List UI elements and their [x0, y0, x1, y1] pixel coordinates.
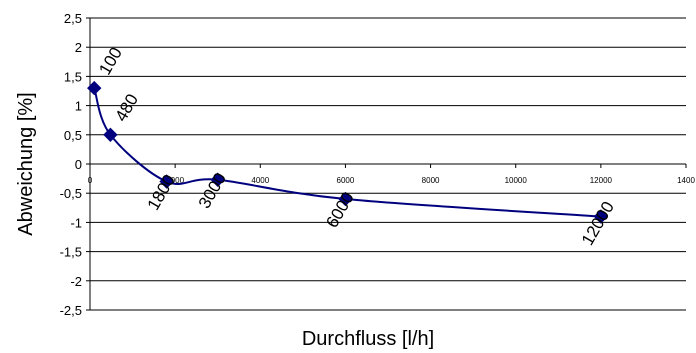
- x-tick-label: 0: [88, 176, 93, 185]
- point-label: 3000: [195, 170, 230, 212]
- data-point-marker: [338, 191, 353, 207]
- x-tick-label: 12000: [590, 176, 613, 185]
- axes: [86, 17, 687, 311]
- x-tick-labels: 0 2000 4000 6000 8000 10000 12000 1400: [88, 176, 696, 185]
- y-tick-label: 2: [75, 40, 82, 55]
- x-tick-label: 1400: [677, 176, 695, 185]
- point-label: 12000: [578, 198, 618, 248]
- x-axis-title: Durchfluss [l/h]: [302, 328, 434, 350]
- point-label: 6000: [322, 189, 357, 231]
- x-tick-label: 4000: [251, 176, 269, 185]
- y-tick-label: 1,5: [64, 69, 82, 84]
- x-tick-label: 6000: [337, 176, 355, 185]
- y-tick-label: -1: [70, 215, 82, 230]
- series-line: [87, 80, 609, 224]
- y-axis-title: Abweichung [%]: [15, 92, 37, 235]
- y-tick-label: 0,5: [64, 128, 82, 143]
- data-point-marker: [593, 209, 609, 224]
- point-label: 480: [111, 91, 142, 125]
- y-tick-label: -0,5: [60, 186, 82, 201]
- y-tick-label: 1: [75, 99, 82, 114]
- label-mask: [512, 282, 688, 306]
- y-tick-label: 0: [75, 157, 82, 172]
- data-point-marker: [159, 174, 174, 189]
- data-point-marker: [210, 172, 225, 187]
- point-label: 100: [95, 44, 126, 78]
- x-tick-label: 8000: [422, 176, 440, 185]
- x-tick-label: 2000: [166, 176, 184, 185]
- x-tick-label: 10000: [505, 176, 528, 185]
- grid-lines: [90, 17, 688, 311]
- y-tick-label: 2,5: [64, 11, 82, 26]
- y-tick-label: -2,5: [60, 303, 82, 318]
- y-tick-label: -2: [70, 274, 82, 289]
- data-point-marker: [87, 80, 102, 96]
- data-point-marker: [103, 127, 118, 143]
- y-tick-labels: 2,5 2 1,5 1 0,5 0 -0,5 -1 -1,5 -2 -2,5: [60, 11, 82, 318]
- y-tick-label: -1,5: [60, 245, 82, 260]
